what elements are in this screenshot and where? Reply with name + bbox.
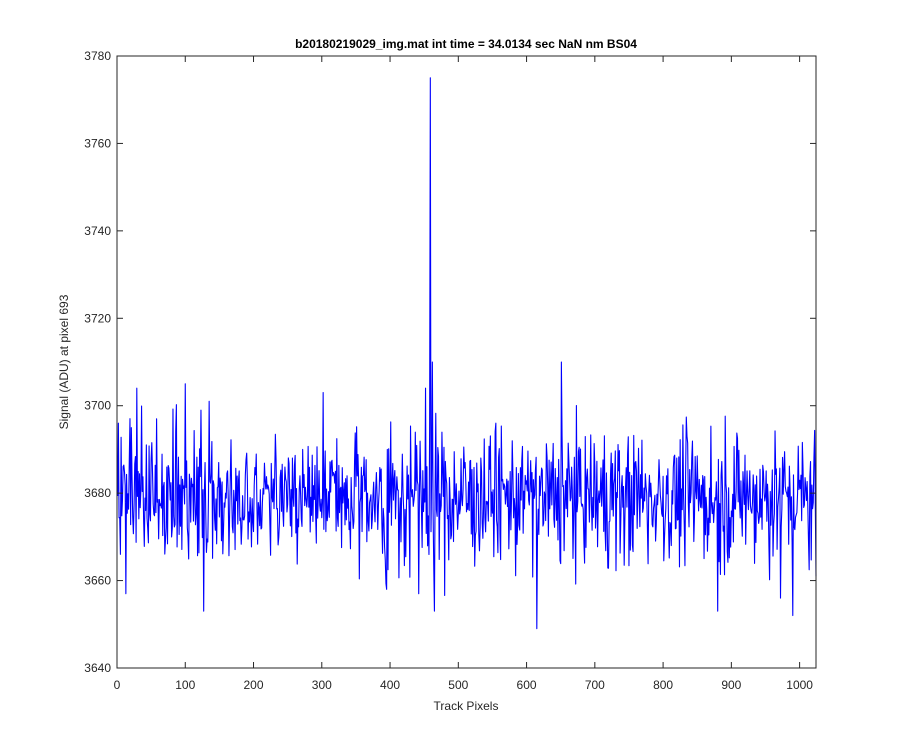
y-tick-label: 3780 <box>84 49 111 63</box>
y-axis-label: Signal (ADU) at pixel 693 <box>57 294 71 429</box>
x-tick-label: 500 <box>448 678 468 692</box>
y-tick-label: 3680 <box>84 486 111 500</box>
x-tick-label: 1000 <box>786 678 813 692</box>
x-tick-label: 300 <box>312 678 332 692</box>
chart-title: b20180219029_img.mat int time = 34.0134 … <box>295 37 637 51</box>
x-axis-label: Track Pixels <box>434 699 499 713</box>
x-tick-label: 100 <box>175 678 195 692</box>
y-tick-label: 3660 <box>84 574 111 588</box>
y-tick-label: 3640 <box>84 661 111 675</box>
y-tick-label: 3700 <box>84 399 111 413</box>
x-tick-label: 900 <box>721 678 741 692</box>
x-tick-label: 400 <box>380 678 400 692</box>
x-tick-label: 800 <box>653 678 673 692</box>
y-tick-label: 3760 <box>84 136 111 150</box>
y-tick-label: 3740 <box>84 224 111 238</box>
x-tick-label: 700 <box>585 678 605 692</box>
series-line-signal <box>117 77 817 630</box>
x-tick-label: 0 <box>114 678 121 692</box>
plot-area <box>117 56 816 668</box>
ticks-layer: 0 100 200 300 400 500 600 700 800 900 1000 3640 3660… <box>84 49 816 692</box>
x-tick-label: 200 <box>244 678 264 692</box>
axes-layer <box>116 55 817 669</box>
series-layer <box>117 77 817 630</box>
y-tick-label: 3720 <box>84 311 111 325</box>
plot-box <box>116 55 817 669</box>
x-tick-label: 600 <box>517 678 537 692</box>
